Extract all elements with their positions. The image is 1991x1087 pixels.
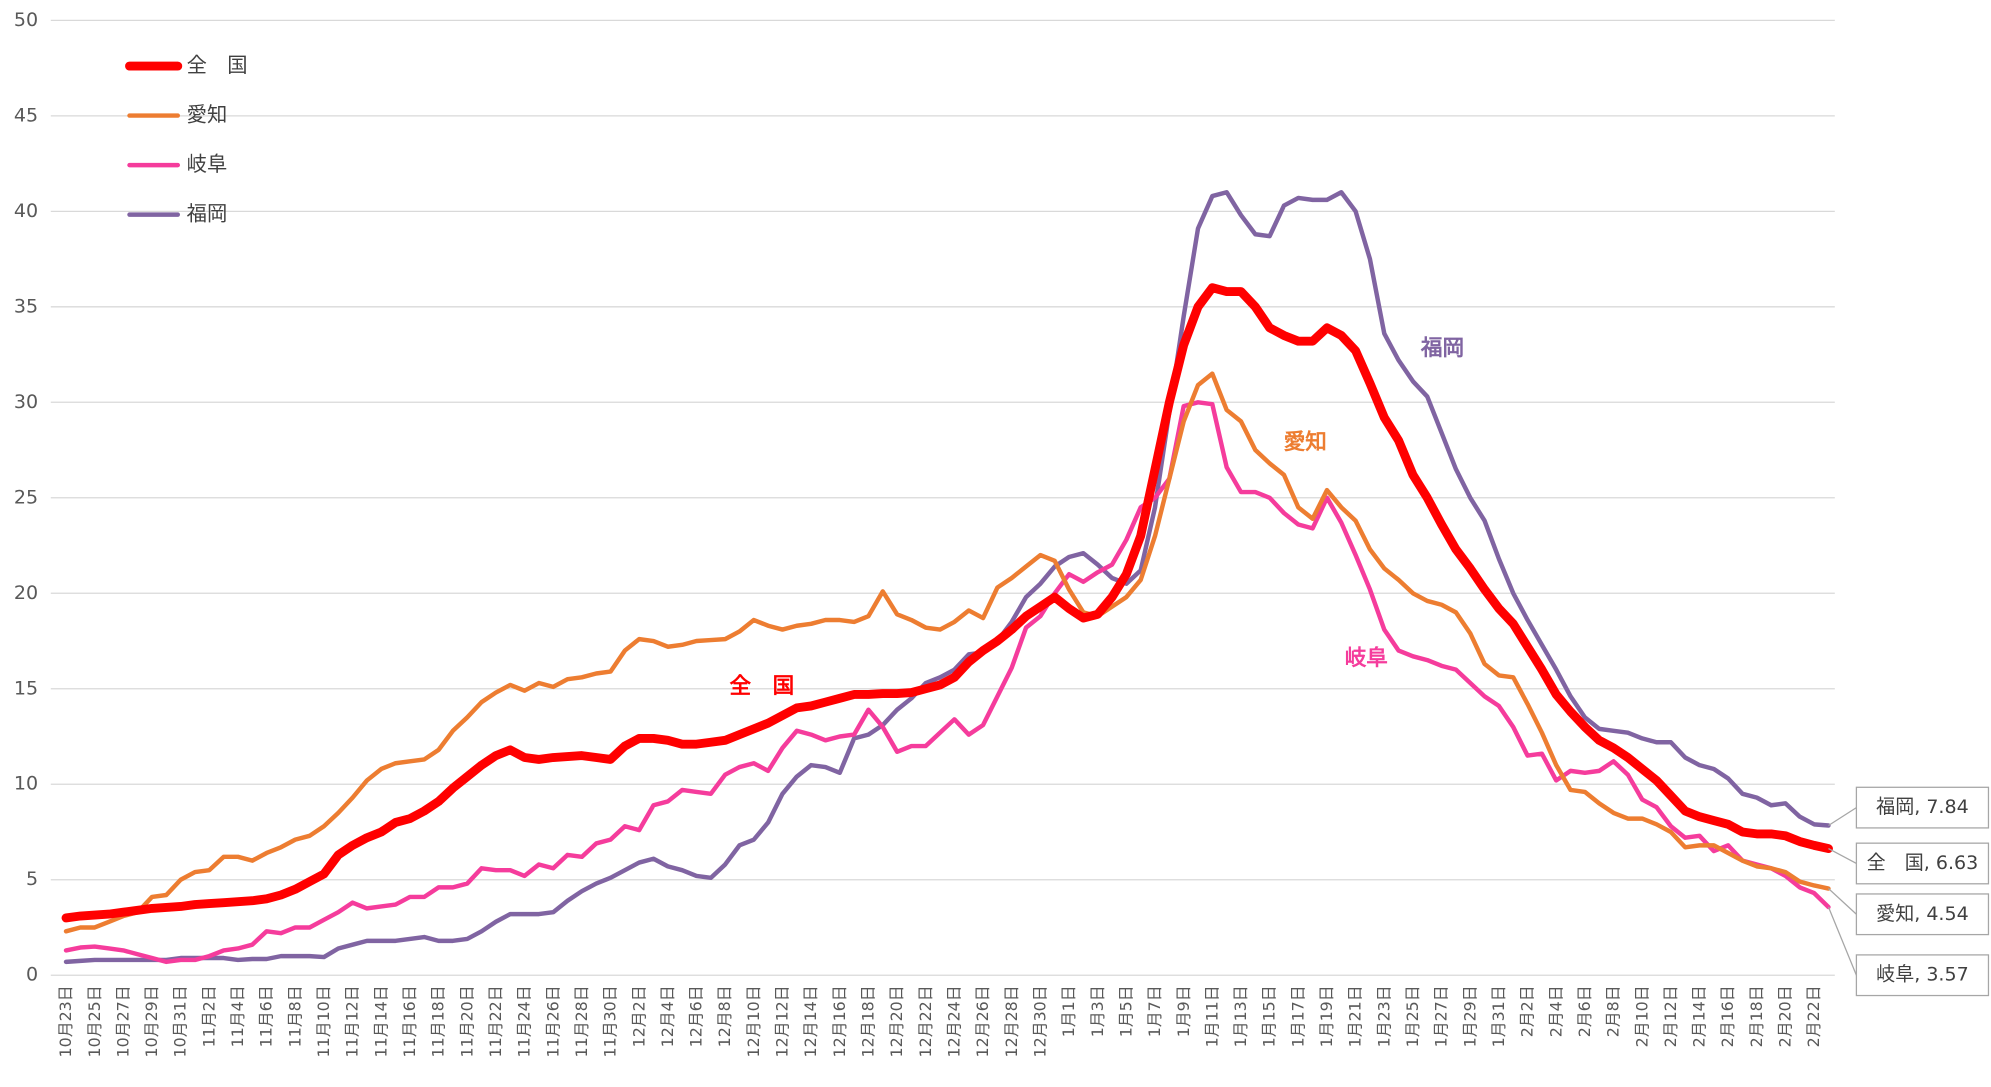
x-tick-label: 12月26日 <box>973 985 992 1057</box>
x-tick-label: 11月22日 <box>486 985 505 1057</box>
callout-box <box>1855 842 1990 885</box>
y-tick-label: 30 <box>14 391 38 413</box>
x-tick-label: 11月4日 <box>228 985 247 1047</box>
x-tick-label: 2月20日 <box>1776 985 1795 1047</box>
x-tick-label: 10月23日 <box>56 985 75 1057</box>
x-tick-label: 1月7日 <box>1145 985 1164 1037</box>
legend-label: 福岡 <box>187 202 228 226</box>
series-line <box>63 400 1831 965</box>
x-tick-label: 10月29日 <box>142 985 161 1057</box>
end-label: 全 国, 6.63 <box>1867 852 1979 874</box>
x-tick-label: 1月23日 <box>1374 985 1393 1047</box>
x-tick-label: 1月1日 <box>1059 985 1078 1037</box>
end-label: 福岡, 7.84 <box>1876 796 1969 818</box>
legend-label: 全 国 <box>187 53 248 77</box>
end-label: 愛知, 4.54 <box>1876 903 1969 925</box>
x-tick-label: 1月27日 <box>1432 985 1451 1047</box>
x-tick-label: 2月10日 <box>1632 985 1651 1047</box>
x-tick-label: 11月16日 <box>400 985 419 1057</box>
x-tick-label: 12月28日 <box>1002 985 1021 1057</box>
x-tick-label: 2月14日 <box>1690 985 1709 1047</box>
x-tick-label: 12月12日 <box>773 985 792 1057</box>
series-annotation: 福岡 <box>1420 336 1464 361</box>
series-annotation: 岐阜 <box>1345 645 1388 671</box>
x-tick-label: 11月14日 <box>371 985 390 1057</box>
x-tick-label: 10月27日 <box>113 985 132 1057</box>
y-tick-label: 35 <box>14 295 38 317</box>
series-line <box>63 190 1831 965</box>
x-tick-label: 2月18日 <box>1747 985 1766 1047</box>
callout-box <box>1855 893 1990 936</box>
x-tick-label: 11月30日 <box>601 985 620 1057</box>
x-tick-label: 1月3日 <box>1088 985 1107 1037</box>
y-tick-label: 5 <box>26 868 38 890</box>
y-tick-label: 40 <box>14 200 38 222</box>
series-line <box>61 283 1833 923</box>
x-tick-label: 1月25日 <box>1403 985 1422 1047</box>
x-tick-label: 12月8日 <box>715 985 734 1047</box>
y-tick-label: 15 <box>14 677 38 699</box>
x-tick-label: 1月5日 <box>1116 985 1135 1037</box>
x-tick-label: 1月17日 <box>1288 985 1307 1047</box>
x-tick-label: 1月15日 <box>1260 985 1279 1047</box>
x-tick-label: 12月6日 <box>687 985 706 1047</box>
callout-box <box>1855 786 1990 829</box>
x-tick-label: 1月21日 <box>1346 985 1365 1047</box>
x-tick-label: 1月11日 <box>1202 985 1221 1047</box>
x-tick-label: 12月16日 <box>830 985 849 1057</box>
legend-label: 愛知 <box>187 103 228 127</box>
callout-leader <box>1828 807 1857 827</box>
x-tick-label: 2月22日 <box>1804 985 1823 1047</box>
y-tick-label: 20 <box>14 582 38 604</box>
callout-leader <box>1827 906 1857 976</box>
y-tick-label: 45 <box>14 104 38 126</box>
x-tick-label: 12月18日 <box>859 985 878 1057</box>
x-tick-label: 12月20日 <box>887 985 906 1057</box>
x-tick-label: 2月2日 <box>1518 985 1537 1037</box>
x-tick-label: 11月28日 <box>572 985 591 1057</box>
x-tick-label: 10月25日 <box>85 985 104 1057</box>
x-tick-label: 12月22日 <box>916 985 935 1057</box>
x-tick-label: 2月16日 <box>1718 985 1737 1047</box>
x-tick-label: 11月12日 <box>343 985 362 1057</box>
callout-leader <box>1828 888 1857 915</box>
x-tick-label: 11月18日 <box>429 985 448 1057</box>
series-annotation: 愛知 <box>1284 429 1327 455</box>
series-annotation: 全 国 <box>729 673 794 699</box>
callout-leader <box>1828 848 1857 865</box>
x-tick-label: 1月9日 <box>1174 985 1193 1037</box>
x-tick-label: 2月12日 <box>1661 985 1680 1047</box>
x-tick-label: 11月8日 <box>285 985 304 1047</box>
x-tick-label: 11月26日 <box>543 985 562 1057</box>
y-tick-label: 10 <box>14 773 38 795</box>
x-tick-label: 1月29日 <box>1460 985 1479 1047</box>
x-tick-label: 12月10日 <box>744 985 763 1057</box>
x-tick-label: 10月31日 <box>171 985 190 1057</box>
legend-label: 岐阜 <box>187 152 228 176</box>
x-tick-label: 12月30日 <box>1030 985 1049 1057</box>
y-tick-label: 0 <box>26 964 38 986</box>
series-line <box>63 371 1831 934</box>
y-tick-label: 25 <box>14 486 38 508</box>
x-tick-label: 2月4日 <box>1546 985 1565 1037</box>
x-tick-label: 11月24日 <box>515 985 534 1057</box>
x-tick-label: 11月6日 <box>257 985 276 1047</box>
x-tick-label: 12月4日 <box>658 985 677 1047</box>
x-tick-label: 1月31日 <box>1489 985 1508 1047</box>
x-tick-label: 11月2日 <box>199 985 218 1047</box>
y-tick-label: 50 <box>14 9 38 31</box>
x-tick-label: 11月10日 <box>314 985 333 1057</box>
x-tick-label: 1月19日 <box>1317 985 1336 1047</box>
callout-box <box>1855 954 1990 997</box>
x-tick-label: 11月20日 <box>457 985 476 1057</box>
x-tick-label: 12月24日 <box>944 985 963 1057</box>
x-tick-label: 12月2日 <box>629 985 648 1047</box>
x-tick-label: 12月14日 <box>801 985 820 1057</box>
x-tick-label: 1月13日 <box>1231 985 1250 1047</box>
x-tick-label: 2月6日 <box>1575 985 1594 1037</box>
x-tick-label: 2月8日 <box>1604 985 1623 1037</box>
end-label: 岐阜, 3.57 <box>1876 964 1969 986</box>
